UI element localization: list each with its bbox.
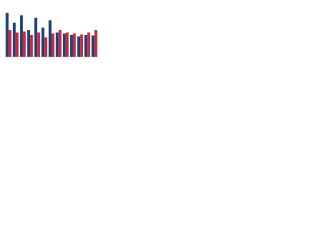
bar	[34, 17, 38, 57]
bar	[44, 37, 48, 57]
bar	[22, 31, 26, 57]
bar	[84, 34, 88, 57]
bar	[87, 32, 91, 57]
bar	[65, 32, 69, 57]
bar	[15, 32, 19, 57]
bar	[20, 15, 23, 58]
bar	[37, 32, 41, 57]
bar	[12, 22, 16, 57]
chart	[0, 0, 100, 71]
bar	[55, 32, 59, 57]
bar	[30, 34, 33, 57]
bar	[27, 30, 31, 57]
bar	[58, 30, 62, 57]
bar	[80, 34, 83, 57]
bar	[94, 30, 98, 57]
bar	[72, 33, 76, 57]
bar	[48, 20, 52, 57]
bar	[41, 27, 45, 57]
bar	[8, 30, 12, 57]
bar	[70, 34, 73, 57]
bar	[5, 12, 9, 57]
bar	[77, 36, 81, 57]
bar	[51, 33, 55, 57]
bar	[62, 33, 66, 57]
bar	[91, 35, 95, 57]
